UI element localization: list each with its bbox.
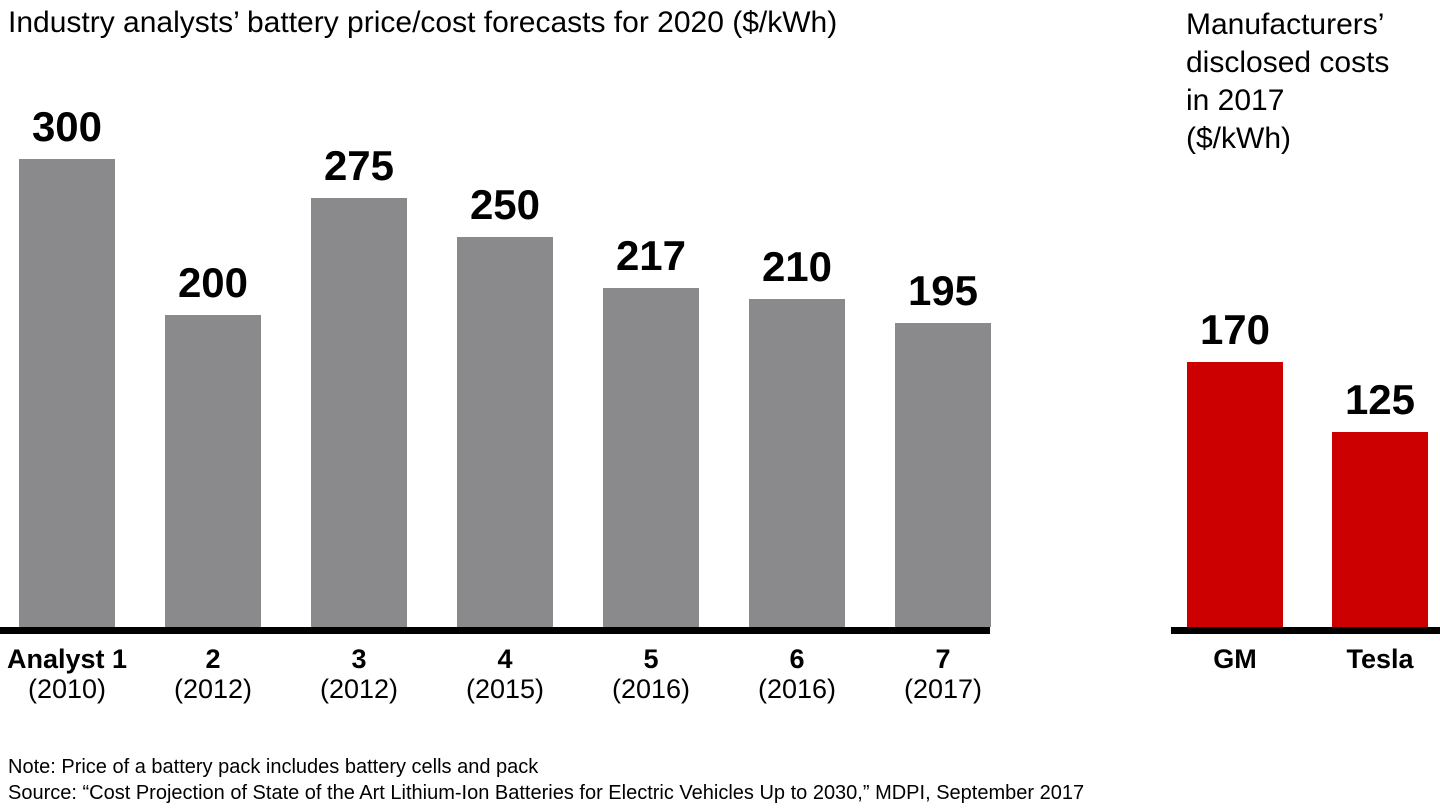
bar-column: 200 (140, 258, 286, 627)
category-year-label: (2016) (611, 674, 691, 704)
bar-column: 300 (0, 102, 140, 627)
category-label: Tesla (1346, 644, 1414, 674)
bar (603, 288, 699, 627)
bar-value-label: 300 (31, 102, 103, 150)
manufacturer-cost-chart: 170 125 (1162, 0, 1440, 627)
bar (749, 299, 845, 627)
category-label: 4 (497, 644, 513, 674)
bar-column: 210 (724, 242, 870, 627)
category-year-label: (2012) (319, 674, 399, 704)
right-chart-title-line-2: disclosed costs (1186, 46, 1390, 79)
right-chart-title: Manufacturers’ disclosed costs in 2017 (… (1186, 6, 1396, 158)
bar (457, 237, 553, 627)
x-axis-label: 6 (2016) (724, 644, 870, 704)
bar-value-label: 195 (907, 266, 979, 314)
category-label: GM (1213, 644, 1257, 674)
bar-value-label: 250 (469, 180, 541, 228)
category-year-label: (2010) (27, 674, 107, 704)
analyst-forecast-chart: 300 200 275 250 217 210 195 (0, 102, 991, 627)
x-axis-label: GM (1162, 644, 1308, 674)
bar (19, 159, 115, 627)
category-year-label: (2017) (903, 674, 983, 704)
bar-column: 275 (286, 141, 432, 627)
x-axis-label: Tesla (1307, 644, 1440, 674)
bar (1332, 432, 1428, 627)
category-label: 5 (643, 644, 659, 674)
bar (895, 323, 991, 627)
right-chart-title-line-1: Manufacturers’ (1186, 8, 1385, 41)
x-axis-label: 5 (2016) (578, 644, 724, 704)
category-label: Analyst 1 (6, 644, 128, 674)
category-year-label: (2012) (173, 674, 253, 704)
left-chart-title: Industry analysts’ battery price/cost fo… (8, 6, 838, 39)
bar-value-label: 275 (323, 141, 395, 189)
bar-column: 170 (1162, 305, 1308, 627)
footnote-block: Note: Price of a battery pack includes b… (8, 754, 1084, 806)
bar-value-label: 217 (615, 231, 687, 279)
bar-value-label: 170 (1199, 305, 1271, 353)
bar-value-label: 125 (1344, 375, 1416, 423)
x-axis-label: 4 (2015) (432, 644, 578, 704)
category-year-label: (2016) (757, 674, 837, 704)
category-label: 2 (205, 644, 221, 674)
bar-value-label: 200 (177, 258, 249, 306)
bar-column: 217 (578, 231, 724, 627)
bar (311, 198, 407, 627)
x-axis-label: 7 (2017) (870, 644, 1016, 704)
bar (165, 315, 261, 627)
x-axis-label: 3 (2012) (286, 644, 432, 704)
x-axis-label: 2 (2012) (140, 644, 286, 704)
bar-column: 125 (1307, 375, 1440, 627)
left-x-axis-line (0, 627, 990, 634)
note-text: Note: Price of a battery pack includes b… (8, 756, 539, 778)
source-text: Source: “Cost Projection of State of the… (8, 782, 1085, 804)
bar-value-label: 210 (761, 242, 833, 290)
category-label: 6 (789, 644, 805, 674)
right-x-axis-line (1171, 627, 1440, 634)
bar (1187, 362, 1283, 627)
bar-column: 195 (870, 266, 1016, 627)
category-label: 7 (935, 644, 951, 674)
x-axis-label: Analyst 1 (2010) (0, 644, 140, 704)
bar-column: 250 (432, 180, 578, 627)
category-year-label: (2015) (465, 674, 545, 704)
right-chart-title-line-3: in 2017 ($/kWh) (1186, 84, 1291, 155)
category-label: 3 (351, 644, 367, 674)
